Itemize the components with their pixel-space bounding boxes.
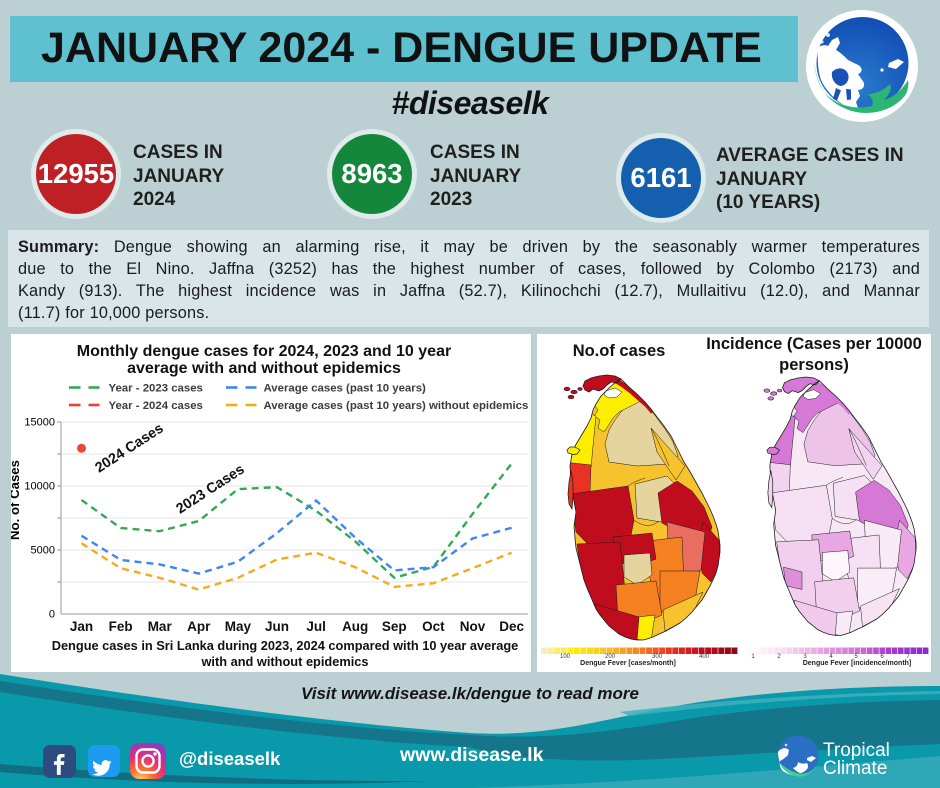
svg-text:average with and without epide: average with and without epidemics — [127, 360, 401, 377]
svg-text:5: 5 — [854, 654, 858, 660]
svg-text:2024 Cases: 2024 Cases — [92, 420, 166, 476]
svg-text:Dec: Dec — [499, 619, 524, 634]
svg-text:Apr: Apr — [187, 619, 211, 634]
svg-text:persons): persons) — [779, 356, 849, 374]
svg-text:Nov: Nov — [460, 619, 486, 634]
svg-text:1: 1 — [751, 654, 755, 660]
svg-text:Climate: Climate — [823, 758, 887, 779]
svg-text:3: 3 — [803, 654, 807, 660]
svg-text:4: 4 — [829, 654, 833, 660]
svg-text:2023 Cases: 2023 Cases — [173, 461, 247, 517]
svg-text:@diseaselk: @diseaselk — [179, 748, 281, 769]
svg-text:Average cases (past 10 years): Average cases (past 10 years) without ep… — [264, 400, 529, 412]
svg-text:Jul: Jul — [306, 619, 326, 634]
svg-text:with and without epidemics: with and without epidemics — [200, 654, 368, 669]
svg-text:Oct: Oct — [422, 619, 445, 634]
svg-text:2: 2 — [777, 654, 781, 660]
svg-text:0: 0 — [49, 609, 55, 621]
svg-text:Aug: Aug — [342, 619, 368, 634]
svg-text:Dengue cases in Sri Lanka duri: Dengue cases in Sri Lanka during 2023, 2… — [52, 638, 519, 653]
svg-text:Mar: Mar — [148, 619, 173, 634]
svg-text:300: 300 — [652, 654, 663, 660]
svg-text:www.disease.lk: www.disease.lk — [399, 744, 544, 766]
svg-text:Year - 2023 cases: Year - 2023 cases — [109, 383, 203, 395]
svg-text:No. of Cases: No. of Cases — [11, 460, 22, 540]
svg-text:7: 7 — [906, 654, 910, 660]
svg-text:Jan: Jan — [70, 619, 93, 634]
svg-text:Average cases (past 10 years): Average cases (past 10 years) — [264, 383, 427, 395]
svg-text:10000: 10000 — [24, 481, 55, 493]
svg-text:No.of cases: No.of cases — [573, 342, 666, 360]
svg-text:May: May — [225, 619, 252, 634]
svg-text:400: 400 — [699, 654, 710, 660]
svg-text:Incidence (Cases per 10000: Incidence (Cases per 10000 — [706, 335, 922, 353]
svg-text:Tropical: Tropical — [823, 740, 890, 761]
svg-text:Sep: Sep — [382, 619, 407, 634]
svg-text:Dengue Fever [incidence/month]: Dengue Fever [incidence/month] — [803, 660, 912, 667]
svg-text:Feb: Feb — [109, 619, 133, 634]
svg-text:6: 6 — [880, 654, 884, 660]
svg-text:Year - 2024 cases: Year - 2024 cases — [109, 400, 203, 412]
svg-text:200: 200 — [605, 654, 616, 660]
svg-text:Jun: Jun — [265, 619, 289, 634]
svg-text:Monthly dengue cases for 2024,: Monthly dengue cases for 2024, 2023 and … — [77, 343, 451, 360]
svg-text:100: 100 — [560, 654, 571, 660]
svg-text:15000: 15000 — [24, 417, 55, 429]
svg-text:Dengue Fever [cases/month]: Dengue Fever [cases/month] — [580, 660, 676, 667]
svg-text:5000: 5000 — [31, 545, 55, 557]
